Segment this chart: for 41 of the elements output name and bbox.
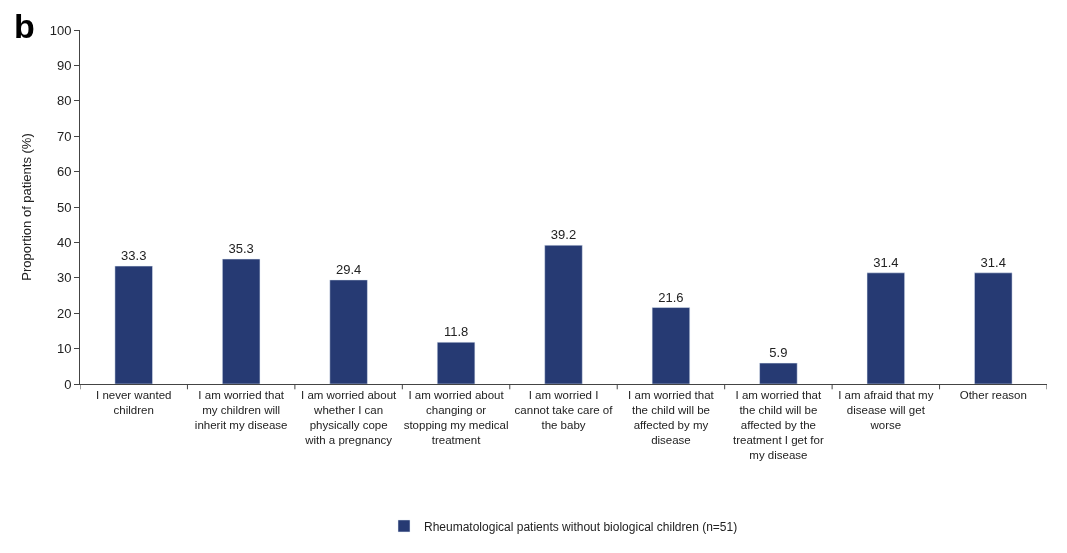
- y-tick-label: 10: [56, 341, 72, 357]
- data-label: 5.9: [769, 345, 788, 361]
- text: b: [14, 7, 35, 45]
- x-tick-label: I am worried about changing or stopping my medical treatment: [403, 388, 509, 446]
- x-tick-label: I am worried I cannot take care of the baby: [514, 388, 614, 431]
- y-tick-label: 20: [56, 305, 72, 321]
- legend-label: Rheumatological patients without biological children (n=51): [424, 519, 738, 534]
- bar: [437, 341, 476, 384]
- x-tick-label: I am worried about whether I can physically cope with a pregnancy: [300, 388, 398, 446]
- y-tick-label: 40: [56, 234, 72, 250]
- data-label: 11.8: [443, 324, 469, 340]
- y-tick-label: 90: [56, 57, 72, 73]
- bar: [114, 265, 153, 384]
- data-label: 39.2: [550, 227, 577, 243]
- y-tick-label: 100: [49, 22, 72, 38]
- y-tick-label: 70: [56, 128, 72, 144]
- y-tick-label: 50: [56, 199, 72, 215]
- y-axis-title: Proportion of patients (%): [18, 133, 34, 281]
- bar: [866, 272, 905, 384]
- data-label: 31.4: [980, 254, 1006, 270]
- bar: [759, 362, 798, 384]
- data-label: 29.4: [335, 261, 362, 277]
- data-label: 31.4: [873, 254, 899, 270]
- bar: [974, 272, 1013, 384]
- y-tick-label: 60: [56, 164, 72, 180]
- x-tick-label: I am worried that the child will be affected by the treatment I get for my disease: [733, 388, 824, 461]
- x-tick-label: I am worried that my children will inherit my disease: [194, 388, 288, 431]
- bar: [651, 307, 690, 384]
- y-tick-label: 80: [56, 93, 72, 109]
- x-tick-label: I never wanted children: [96, 388, 172, 416]
- data-label: 33.3: [121, 248, 147, 264]
- bar: [222, 258, 261, 384]
- x-tick-label: I am worried that the child will be affected by my disease: [628, 388, 715, 446]
- x-tick-label: Other reason: [959, 388, 1027, 401]
- y-tick-label: 30: [56, 270, 72, 286]
- y-tick-label: 0: [64, 376, 72, 392]
- bar: [544, 244, 583, 384]
- x-tick-label: I am afraid that my disease will get worse: [838, 388, 934, 431]
- bar: [329, 279, 368, 384]
- data-label: 35.3: [228, 241, 254, 257]
- data-label: 21.6: [658, 289, 684, 305]
